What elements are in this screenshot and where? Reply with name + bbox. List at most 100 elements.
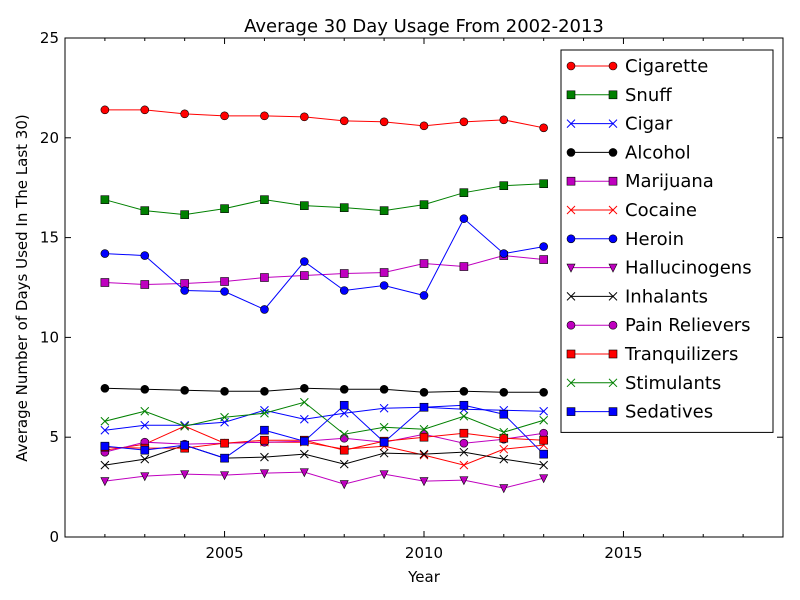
data-point-marijuana <box>100 278 110 287</box>
series-line-stimulants <box>104 401 544 435</box>
data-point-alcohol <box>339 384 349 394</box>
data-point-stimulants <box>260 408 269 418</box>
data-point-alcohol <box>539 387 548 397</box>
data-point-cocaine <box>419 450 429 460</box>
data-point-inhalants <box>459 447 469 457</box>
data-point-snuff <box>499 181 509 191</box>
data-point-snuff <box>220 204 229 213</box>
legend-marker-cigar <box>608 119 618 128</box>
data-point-cigarette <box>180 109 189 119</box>
legend-marker-cocaine <box>566 205 576 215</box>
legend-label-tranquilizers: Tranquilizers <box>624 344 738 365</box>
legend-label-marijuana: Marijuana <box>625 171 714 192</box>
data-point-stimulants <box>180 421 190 431</box>
data-point-tranquilizers <box>339 445 349 455</box>
data-point-alcohol <box>260 386 269 396</box>
data-point-alcohol <box>419 387 429 397</box>
data-point-alcohol <box>180 385 189 395</box>
legend: Cigarette Snuff Cigar Alcohol Marijuana Cocai… <box>560 49 774 433</box>
legend-label-heroin: Heroin <box>625 229 684 250</box>
data-point-alcohol <box>459 386 469 396</box>
data-point-cigar <box>379 403 389 413</box>
data-point-pain-relievers <box>339 433 349 443</box>
data-point-inhalants <box>100 460 110 470</box>
data-point-inhalants <box>419 449 429 459</box>
data-point-stimulants <box>459 411 469 421</box>
data-point-sedatives <box>419 402 429 412</box>
data-point-hallucinogens <box>419 477 429 487</box>
legend-marker-sedatives <box>608 407 618 416</box>
y-tick-label: 15 <box>40 229 59 247</box>
data-point-alcohol <box>300 383 309 393</box>
data-point-cigarette <box>539 123 548 133</box>
data-point-heroin <box>499 249 509 258</box>
legend-marker-hallucinogens <box>566 263 576 273</box>
data-point-hallucinogens <box>499 484 509 494</box>
chart-title: Average 30 Day Usage From 2002-2013 <box>244 16 604 37</box>
legend-label-hallucinogens: Hallucinogens <box>625 258 752 279</box>
data-point-alcohol <box>379 384 389 394</box>
data-point-marijuana <box>220 277 229 286</box>
legend-marker-alcohol <box>566 148 576 157</box>
data-point-cigar <box>299 414 309 424</box>
series-line-cigar <box>104 406 544 431</box>
legend-marker-heroin <box>608 234 618 244</box>
series-line-pain-relievers <box>104 432 544 453</box>
data-point-hallucinogens <box>339 480 349 490</box>
data-point-pain-relievers <box>459 438 469 448</box>
data-point-stimulants <box>539 415 549 425</box>
x-tick-label: 2015 <box>604 544 642 562</box>
data-point-heroin <box>379 281 389 290</box>
data-point-stimulants <box>339 429 349 439</box>
data-point-stimulants <box>140 406 150 416</box>
data-point-hallucinogens <box>259 469 269 479</box>
data-point-sedatives <box>539 449 548 459</box>
legend-marker-pain-relievers <box>608 320 618 330</box>
legend-label-stimulants: Stimulants <box>625 373 721 394</box>
data-point-cigar <box>140 420 150 430</box>
y-tick-label: 25 <box>40 29 59 47</box>
data-point-sedatives <box>300 436 309 446</box>
data-point-hallucinogens <box>140 472 150 482</box>
data-point-marijuana <box>379 268 389 277</box>
data-point-inhalants <box>379 448 389 458</box>
data-point-marijuana <box>539 255 548 264</box>
data-point-tranquilizers <box>260 435 269 445</box>
data-point-snuff <box>539 179 548 189</box>
legend-marker-stimulants <box>566 378 576 388</box>
data-point-cocaine <box>459 460 469 470</box>
data-point-sedatives <box>260 425 269 435</box>
series-line-hallucinogens <box>104 471 544 489</box>
data-point-marijuana <box>459 262 469 271</box>
y-axis-label: Average Number of Days Used In The Last … <box>13 114 31 461</box>
data-point-stimulants <box>220 412 229 422</box>
legend-label-cigarette: Cigarette <box>625 56 708 77</box>
data-point-heroin <box>539 242 548 251</box>
legend-marker-cigar <box>566 119 576 128</box>
series-line-inhalants <box>104 444 544 466</box>
data-point-heroin <box>140 251 150 260</box>
y-tick-label: 0 <box>49 528 59 546</box>
data-point-sedatives <box>379 437 389 447</box>
data-point-cigarette <box>459 117 469 127</box>
data-point-sedatives <box>140 445 150 455</box>
plot-area: 2005 2010 2015 0 5 10 15 20 25 <box>40 29 784 562</box>
series-line-tranquilizers <box>104 432 544 451</box>
legend-marker-pain-relievers <box>566 320 576 330</box>
data-point-hallucinogens <box>379 470 389 480</box>
data-point-snuff <box>180 210 189 219</box>
data-point-sedatives <box>100 441 110 451</box>
data-point-stimulants <box>299 397 309 407</box>
data-point-heroin <box>100 249 110 258</box>
data-point-hallucinogens <box>459 476 469 486</box>
data-point-marijuana <box>339 269 349 278</box>
legend-marker-snuff <box>608 90 618 100</box>
legend-label-alcohol: Alcohol <box>625 142 691 163</box>
data-point-snuff <box>260 195 269 204</box>
data-point-sedatives <box>459 400 469 410</box>
data-point-inhalants <box>499 454 509 464</box>
y-tick-label: 5 <box>49 428 59 446</box>
data-point-snuff <box>419 200 429 209</box>
data-point-snuff <box>459 188 469 197</box>
data-point-snuff <box>379 206 389 215</box>
